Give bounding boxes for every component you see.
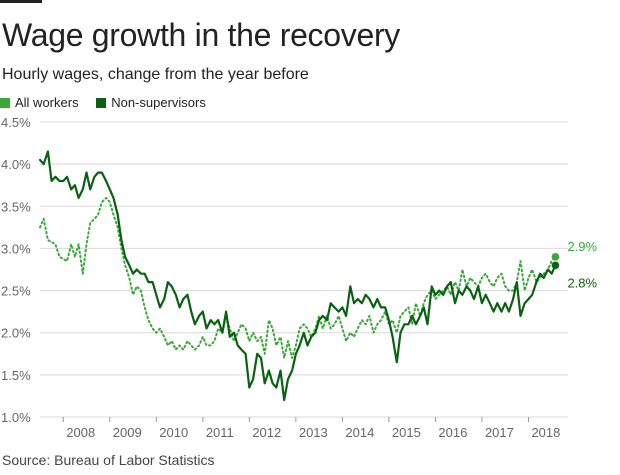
end-point-all-workers [551, 253, 560, 261]
y-tick-label-3-5: 3.5% [1, 199, 31, 214]
end-label-all-workers: 2.9% [567, 239, 597, 254]
x-tick-label-2014: 2014 [345, 425, 374, 440]
y-tick-label-2-0: 2.0% [1, 326, 31, 341]
series-lines [38, 150, 557, 402]
y-tick-label-4-5: 4.5% [1, 115, 31, 130]
y-tick-label-3-0: 3.0% [1, 241, 31, 256]
chart-subtitle: Hourly wages, change from the year befor… [2, 66, 309, 83]
chart-title: Wage growth in the recovery [2, 17, 401, 53]
source-note: Source: Bureau of Labor Statistics [2, 452, 215, 468]
series-line-non-supervisors [38, 150, 557, 402]
y-tick-label-1-5: 1.5% [1, 368, 31, 383]
x-tick-label-2009: 2009 [113, 425, 142, 440]
end-label-non-supervisors: 2.8% [567, 275, 597, 290]
legend-label-all-workers: All workers [15, 95, 79, 110]
gridlines [40, 121, 568, 418]
legend-swatch-all-workers [0, 98, 10, 108]
y-axis-ticks: 1.0% 1.5% 2.0% 2.5% 3.0% 3.5% 4.0% 4.5% [1, 115, 31, 425]
x-axis-ticks: 2008 2009 2010 2011 2012 2013 2014 2015 2016 2017… [62, 417, 560, 440]
x-tick-label-2013: 2013 [299, 425, 328, 440]
y-tick-label-4-0: 4.0% [1, 157, 31, 172]
x-tick-label-2017: 2017 [485, 425, 514, 440]
end-point-non-supervisors [551, 261, 560, 270]
legend-item-all-workers: All workers [0, 95, 79, 110]
legend-item-non-supervisors: Non-supervisors [96, 95, 206, 110]
x-tick-label-2011: 2011 [206, 425, 234, 440]
series-line-all-workers [39, 196, 557, 359]
y-tick-label-1-0: 1.0% [1, 410, 31, 425]
x-tick-label-2018: 2018 [531, 425, 560, 440]
end-markers: 2.9% 2.8% [551, 239, 598, 290]
top-accent-bar [0, 0, 42, 3]
y-tick-label-2-5: 2.5% [1, 284, 31, 299]
legend: All workers Non-supervisors [0, 95, 220, 110]
legend-label-non-supervisors: Non-supervisors [111, 95, 206, 110]
x-tick-label-2010: 2010 [159, 425, 188, 440]
x-tick-label-2008: 2008 [66, 425, 95, 440]
x-tick-label-2012: 2012 [252, 425, 281, 440]
x-tick-label-2016: 2016 [438, 425, 467, 440]
legend-swatch-non-supervisors [96, 98, 107, 108]
x-tick-label-2015: 2015 [392, 425, 421, 440]
